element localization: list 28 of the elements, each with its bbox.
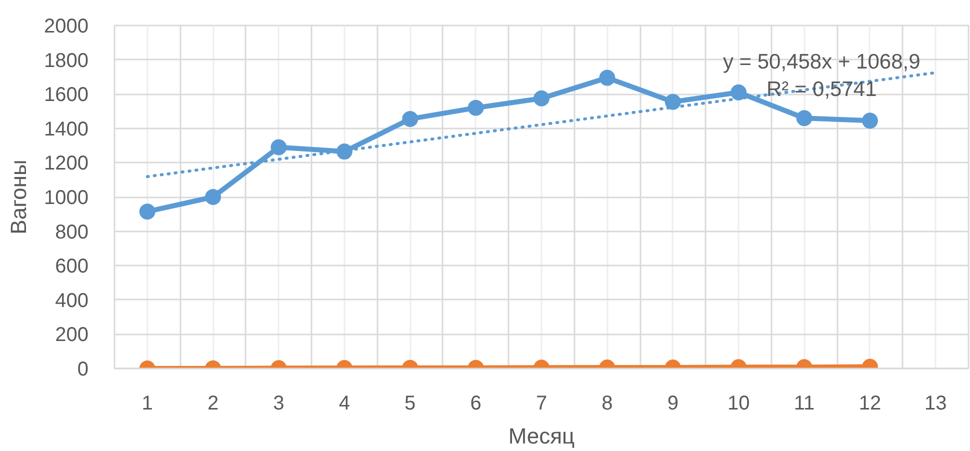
x-tick-label: 8 [602, 392, 613, 414]
y-axis-title: Вагоны [6, 160, 32, 234]
y-tick-label: 200 [55, 324, 89, 346]
y-tick-label: 800 [55, 221, 89, 244]
x-tick-label: 1 [142, 392, 153, 414]
y-tick-label: 1600 [44, 84, 89, 106]
x-tick-label: 10 [727, 392, 750, 414]
annotation: y = 50,458x + 1068,9 [722, 50, 920, 74]
x-tick-label: 12 [858, 392, 882, 414]
y-tick-label: 400 [55, 290, 89, 312]
x-tick-label: 3 [273, 392, 284, 414]
y-tick-label: 2000 [44, 16, 89, 38]
annotation: R² = 0,5741 [766, 78, 877, 102]
x-tick-label: 7 [536, 392, 548, 414]
x-tick-label: 6 [470, 392, 482, 414]
x-tick-label: 9 [667, 392, 678, 414]
y-tick-label: 1400 [44, 118, 89, 140]
y-tick-label: 1200 [44, 152, 89, 175]
y-tick-label: 0 [77, 358, 88, 380]
x-axis-title: Месяц [508, 424, 576, 448]
y-tick-label: 600 [55, 256, 89, 278]
x-tick-label: 11 [794, 392, 815, 414]
y-tick-label: 1800 [44, 50, 89, 72]
x-tick-label: 5 [404, 392, 416, 414]
x-tick-label: 2 [207, 392, 219, 414]
x-tick-label: 4 [338, 392, 350, 414]
y-tick-label: 1000 [44, 187, 89, 209]
x-tick-label: 13 [924, 392, 947, 414]
